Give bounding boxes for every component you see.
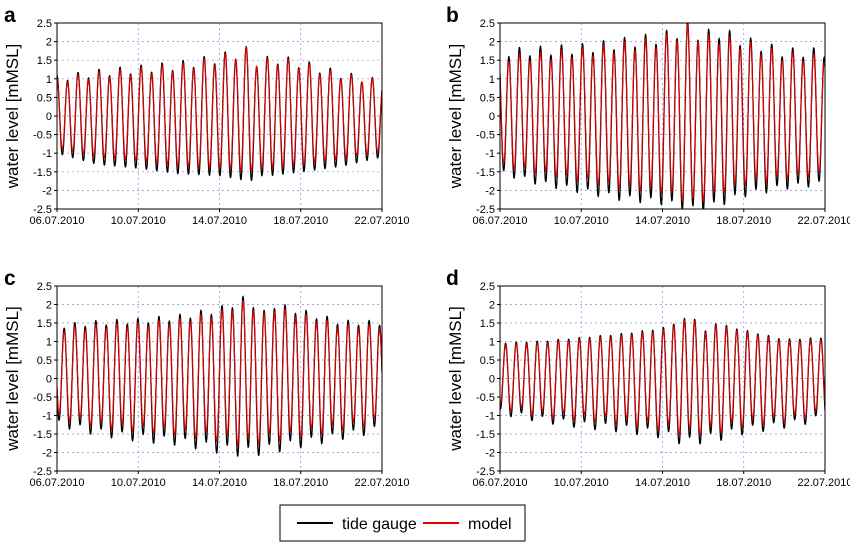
y-tick-label: 2.5 <box>480 18 495 30</box>
x-tick-label: 18.07.2010 <box>716 215 771 227</box>
y-tick-label: -2 <box>42 185 52 197</box>
y-tick-label: 0 <box>46 374 52 386</box>
legend-label-tide-gauge: tide gauge <box>342 516 417 533</box>
y-axis-label: water level [mMSL] <box>3 306 22 452</box>
panels-group: a water level [mMSL] 2.5 2 1.5 1 0.5 0 -0.5 -1 -1.… <box>3 4 850 489</box>
panel-label: d <box>446 267 459 290</box>
y-tick-label: -2.5 <box>33 466 52 478</box>
y-axis-label: water level [mMSL] <box>3 44 22 190</box>
x-tick-label: 22.07.2010 <box>354 215 409 227</box>
x-tick-label: 10.07.2010 <box>554 477 609 489</box>
y-tick-label: -2 <box>485 448 495 460</box>
y-tick-label: 0 <box>489 111 495 123</box>
y-tick-label: 2 <box>489 37 495 49</box>
chart-panel-d: d water level [mMSL] 2.5 2 1.5 1 0.5 0 -0.5 -1 -1.… <box>446 267 850 489</box>
y-tick-label: 0 <box>46 111 52 123</box>
y-tick-label: 1.5 <box>480 318 495 330</box>
y-tick-label: 1 <box>46 74 52 86</box>
chart-panel-b: b water level [mMSL] 2.5 2 1.5 1 0.5 0 -0.5 -1 -1.… <box>446 4 850 227</box>
x-tick-label: 18.07.2010 <box>273 215 328 227</box>
y-axis-label: water level [mMSL] <box>446 44 465 190</box>
panel-label: b <box>446 4 459 27</box>
legend-label-model: model <box>468 516 512 533</box>
series-line-model <box>500 24 825 202</box>
y-axis-label: water level [mMSL] <box>446 306 465 452</box>
y-tick-label: 0.5 <box>37 355 52 367</box>
y-tick-label: 2.5 <box>37 281 52 293</box>
series-line-model <box>57 299 382 447</box>
y-tick-label: -1.5 <box>476 429 495 441</box>
x-tick-label: 06.07.2010 <box>472 477 527 489</box>
y-tick-label: 1 <box>46 337 52 349</box>
y-tick-label: 1.5 <box>480 55 495 67</box>
x-tick-label: 10.07.2010 <box>554 215 609 227</box>
chart-panel-a: a water level [mMSL] 2.5 2 1.5 1 0.5 0 -0.5 -1 -1.… <box>3 4 410 227</box>
series-line-model <box>57 46 382 172</box>
y-tick-label: 1.5 <box>37 318 52 330</box>
x-tick-label: 06.07.2010 <box>29 215 84 227</box>
x-tick-label: 22.07.2010 <box>797 477 850 489</box>
y-tick-label: -2.5 <box>476 466 495 478</box>
panel-label: c <box>4 267 16 290</box>
y-tick-label: 2 <box>489 300 495 312</box>
plot-area-frame <box>499 285 826 472</box>
y-tick-label: -1 <box>485 411 495 423</box>
y-tick-label: -2 <box>42 448 52 460</box>
y-tick-label: -2 <box>485 185 495 197</box>
y-tick-label: 0.5 <box>37 92 52 104</box>
x-tick-label: 18.07.2010 <box>273 477 328 489</box>
y-tick-label: 0.5 <box>480 355 495 367</box>
y-tick-label: 2.5 <box>480 281 495 293</box>
y-tick-label: 2 <box>46 37 52 49</box>
x-tick-label: 06.07.2010 <box>29 477 84 489</box>
x-tick-label: 10.07.2010 <box>111 477 166 489</box>
chart-panel-c: c water level [mMSL] 2.5 2 1.5 1 0.5 0 -0.5 -1 -1.… <box>3 267 410 489</box>
x-tick-label: 14.07.2010 <box>635 477 690 489</box>
plot-area-frame <box>56 285 383 472</box>
plot-area-frame <box>499 22 826 210</box>
y-tick-label: 1 <box>489 337 495 349</box>
x-tick-label: 22.07.2010 <box>354 477 409 489</box>
plot-area-frame <box>56 22 383 210</box>
y-tick-label: -1 <box>485 148 495 160</box>
y-tick-label: 2 <box>46 300 52 312</box>
series-line-model <box>500 319 825 436</box>
y-tick-label: -2.5 <box>33 204 52 216</box>
y-tick-label: -1.5 <box>476 167 495 179</box>
x-tick-label: 14.07.2010 <box>192 215 247 227</box>
panel-label: a <box>4 4 16 27</box>
y-tick-label: -0.5 <box>33 392 52 404</box>
x-tick-label: 18.07.2010 <box>716 477 771 489</box>
legend: tide gauge model <box>279 504 526 542</box>
x-tick-label: 10.07.2010 <box>111 215 166 227</box>
x-tick-label: 06.07.2010 <box>472 215 527 227</box>
y-tick-label: -0.5 <box>476 130 495 142</box>
y-tick-label: -1 <box>42 148 52 160</box>
y-tick-label: 1.5 <box>37 55 52 67</box>
y-tick-label: 2.5 <box>37 18 52 30</box>
y-tick-label: -0.5 <box>476 392 495 404</box>
y-tick-label: 1 <box>489 74 495 86</box>
y-tick-label: 0.5 <box>480 92 495 104</box>
y-tick-label: -1.5 <box>33 429 52 441</box>
y-tick-label: -1 <box>42 411 52 423</box>
y-tick-label: -1.5 <box>33 167 52 179</box>
y-tick-label: 0 <box>489 374 495 386</box>
x-tick-label: 22.07.2010 <box>797 215 850 227</box>
x-tick-label: 14.07.2010 <box>192 477 247 489</box>
x-tick-label: 14.07.2010 <box>635 215 690 227</box>
y-tick-label: -2.5 <box>476 204 495 216</box>
y-tick-label: -0.5 <box>33 130 52 142</box>
